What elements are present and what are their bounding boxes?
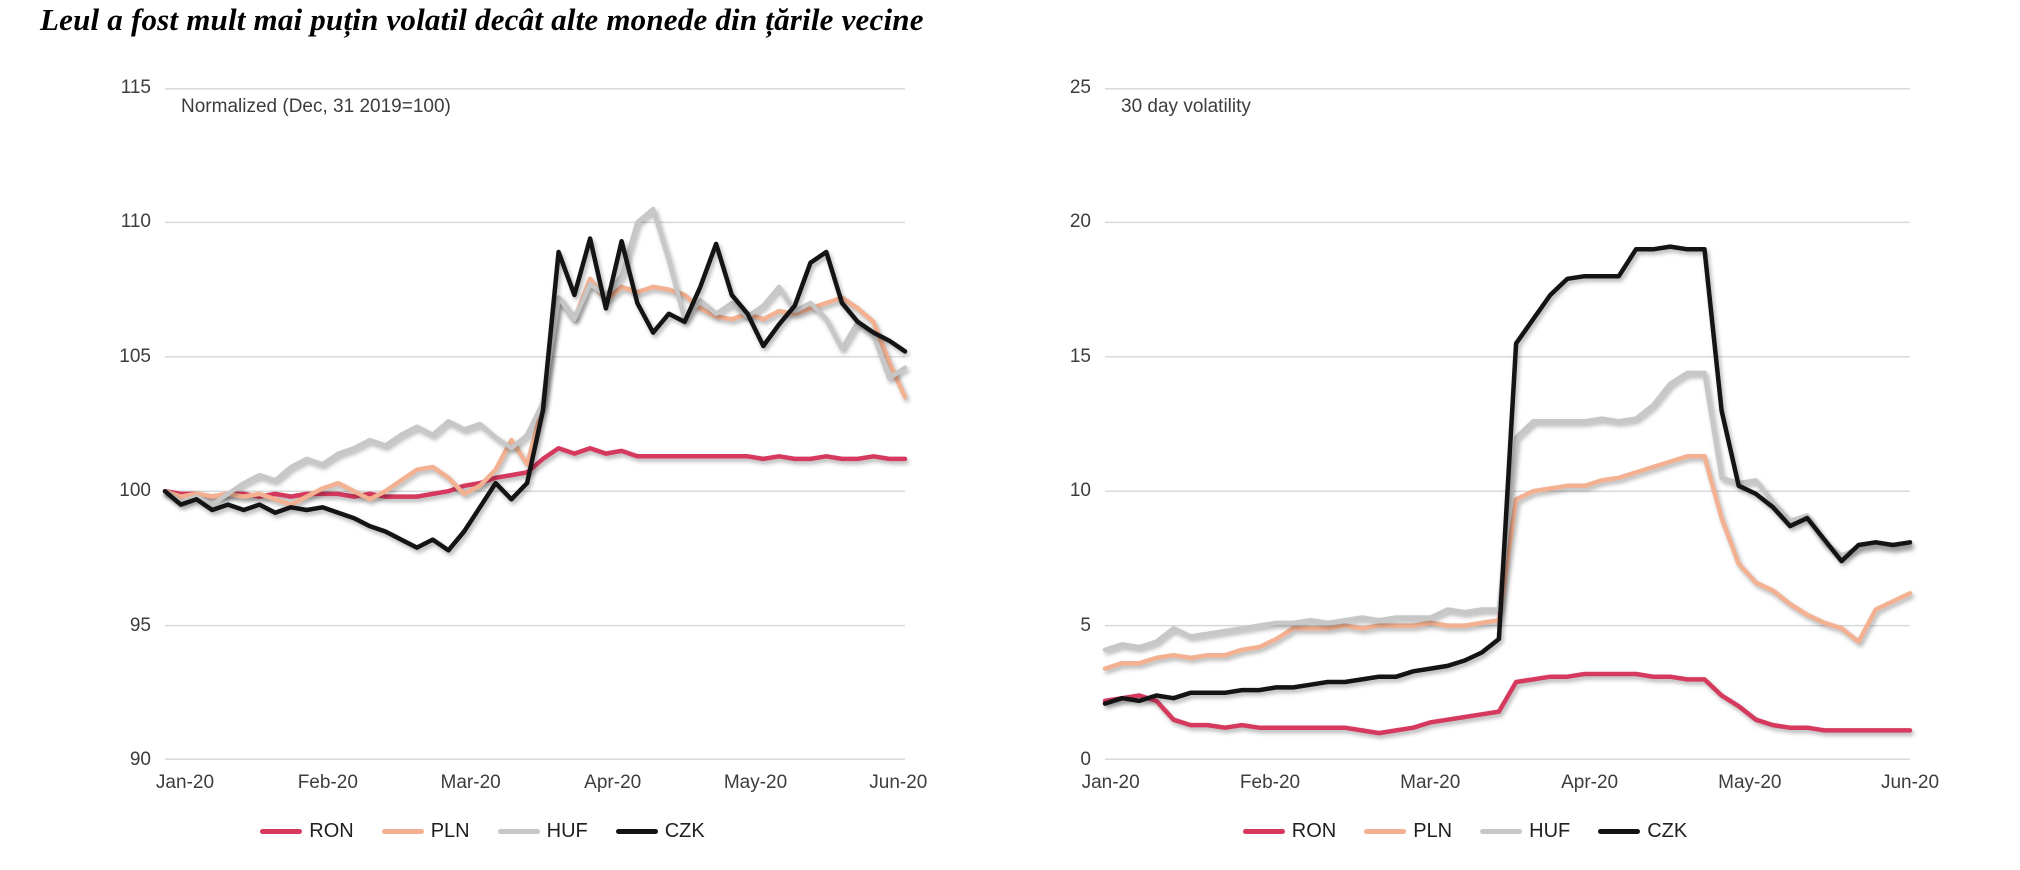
legend-item-ron: RON	[260, 819, 354, 843]
legend-swatch-icon	[1364, 828, 1407, 834]
chart-panel-volatility: 25 20 15 10 5 0 30 day volatility Jan-20 Feb-2…	[1020, 77, 1939, 844]
line-chart	[1102, 88, 1913, 760]
series-line-ron	[1102, 671, 1913, 736]
x-tick-label: Jun-20	[869, 772, 928, 793]
y-tick-label: 100	[119, 480, 151, 502]
series-line-ron	[162, 445, 908, 499]
x-tick-label: Mar-20	[1400, 772, 1461, 793]
plot-area: 30 day volatility Jan-20 Feb-20 Mar-20 Apr-…	[1082, 88, 1939, 793]
legend-label: HUF	[546, 819, 588, 842]
legend-item-ron: RON	[1242, 819, 1337, 843]
legend-item-pln: PLN	[1364, 820, 1452, 843]
chart-panel-normalized: 115 110 105 100 95 90 Normalized (Dec, 31 201…	[60, 77, 927, 844]
y-tick-label: 5	[1080, 614, 1091, 636]
x-axis-labels: Jan-20 Feb-20 Mar-20 Apr-20 May-20 Jun-20	[1082, 772, 1939, 798]
legend-item-pln: PLN	[381, 819, 470, 843]
legend-label: PLN	[430, 819, 470, 842]
y-tick-label: 110	[120, 211, 151, 233]
y-tick-label: 90	[129, 749, 151, 770]
legend-swatch-icon	[381, 828, 424, 834]
x-tick-label: Feb-20	[1239, 772, 1301, 793]
legend: RON PLN HUF CZK	[60, 818, 905, 844]
page-title: Leul a fost mult mai puțin volatil decât…	[40, 2, 924, 37]
legend-swatch-icon	[497, 828, 540, 834]
legend-item-huf: HUF	[1480, 820, 1570, 843]
series-line-pln	[1102, 454, 1913, 671]
y-axis-labels: 115 110 105 100 95 90	[60, 77, 165, 770]
x-tick-label: Jan-20	[1081, 772, 1140, 793]
legend-label: PLN	[1413, 819, 1453, 842]
y-tick-label: 20	[1069, 211, 1091, 233]
y-tick-label: 95	[129, 614, 151, 636]
series-line-huf	[162, 206, 908, 507]
x-tick-label: Apr-20	[584, 772, 642, 793]
y-tick-label: 115	[120, 77, 151, 98]
legend-item-huf: HUF	[497, 819, 588, 843]
legend-swatch-icon	[1598, 828, 1641, 834]
chart-note: Normalized (Dec, 31 2019=100)	[181, 96, 451, 117]
x-tick-label: Mar-20	[440, 772, 501, 793]
legend-item-czk: CZK	[615, 819, 705, 843]
y-tick-label: 25	[1069, 77, 1091, 98]
series-line-czk	[162, 236, 908, 553]
legend-label: CZK	[1647, 819, 1688, 842]
y-axis-labels: 25 20 15 10 5 0	[1020, 77, 1105, 770]
series-line-pln	[162, 276, 908, 507]
y-tick-label: 105	[119, 345, 151, 367]
x-tick-label: Jun-20	[1880, 772, 1940, 793]
legend-label: RON	[1291, 819, 1337, 842]
legend-label: HUF	[1529, 819, 1571, 842]
legend: RON PLN HUF CZK	[1020, 818, 1910, 844]
series-line-czk	[1102, 244, 1913, 706]
legend-swatch-icon	[615, 828, 658, 834]
x-tick-label: May-20	[723, 772, 788, 793]
y-tick-label: 10	[1069, 480, 1091, 502]
legend-swatch-icon	[1242, 828, 1285, 834]
line-chart	[162, 88, 908, 760]
legend-swatch-icon	[1480, 828, 1523, 834]
y-tick-label: 15	[1069, 345, 1091, 367]
x-axis-labels: Jan-20 Feb-20 Mar-20 Apr-20 May-20 Jun-20	[156, 772, 927, 798]
legend-label: CZK	[664, 819, 705, 842]
x-tick-label: Jan-20	[155, 772, 215, 793]
y-tick-label: 0	[1080, 749, 1091, 770]
x-tick-label: May-20	[1718, 772, 1782, 793]
x-tick-label: Apr-20	[1561, 772, 1619, 793]
plot-area: Normalized (Dec, 31 2019=100) Jan-20 Feb-…	[156, 88, 927, 793]
legend-item-czk: CZK	[1598, 820, 1687, 843]
legend-swatch-icon	[260, 828, 303, 834]
legend-label: RON	[309, 819, 354, 842]
x-tick-label: Feb-20	[297, 772, 358, 793]
chart-note: 30 day volatility	[1121, 96, 1251, 117]
